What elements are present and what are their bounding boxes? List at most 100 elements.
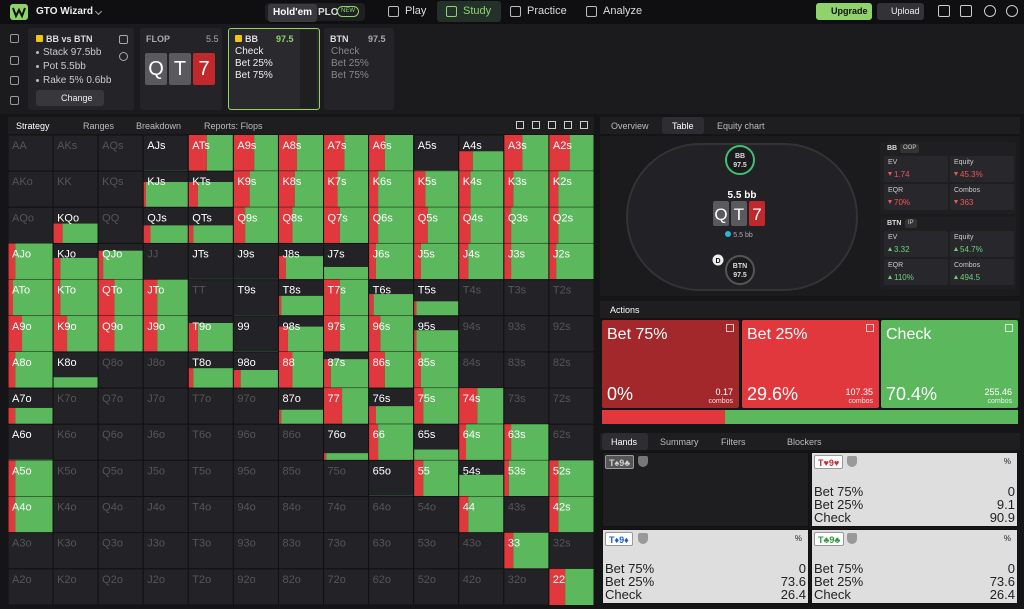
combo-pct: %: [794, 534, 802, 543]
nav-tab[interactable]: Analyze: [603, 5, 643, 17]
nav-tab[interactable]: Play: [405, 5, 427, 17]
nav-icon[interactable]: [1006, 5, 1018, 17]
bet-bar: [143, 225, 151, 244]
hand-label: J7s: [328, 248, 346, 260]
hand-label: 73o: [328, 538, 346, 550]
bet-bar: [98, 315, 115, 352]
check-bar: [558, 171, 594, 208]
tool-icon[interactable]: [548, 121, 556, 129]
nav-tab[interactable]: Study: [463, 5, 492, 17]
right-tab[interactable]: Overview: [611, 121, 649, 131]
bet-bar: [188, 368, 194, 389]
check-bar: [240, 370, 278, 389]
actions-label[interactable]: Actions: [610, 305, 640, 315]
hand-label: KJo: [57, 248, 76, 260]
hand-label: 74o: [328, 502, 346, 514]
right-tab[interactable]: Equity chart: [717, 121, 765, 131]
plo-tab[interactable]: PLO: [318, 7, 339, 18]
hand-label: 54s: [463, 465, 481, 477]
matrix-tab[interactable]: Ranges: [83, 121, 115, 131]
hand-label: AQo: [12, 212, 34, 224]
check-bar: [558, 460, 594, 497]
action-button[interactable]: [602, 320, 739, 408]
check-bar: [425, 171, 459, 208]
bet-bar: [369, 135, 385, 172]
tool-icon[interactable]: [516, 121, 524, 129]
combo-cell: [811, 529, 1018, 604]
action-button[interactable]: [742, 320, 879, 408]
shield-icon: [847, 533, 857, 544]
hand-label: KQs: [102, 176, 124, 188]
check-bar: [378, 424, 414, 461]
right-tabs-bar: [600, 117, 1020, 134]
hands-tab[interactable]: Filters: [721, 437, 746, 447]
holdem-tab[interactable]: Hold'em: [268, 4, 318, 22]
check-bar: [378, 207, 414, 244]
hand-label: ATs: [192, 140, 210, 152]
hand-label: J3o: [147, 538, 165, 550]
bet-bar: [98, 250, 104, 280]
edit-icon[interactable]: [119, 35, 128, 44]
matrix-tab[interactable]: Reports: Flops: [204, 121, 263, 131]
board-card: Q: [145, 53, 167, 85]
matrix-tab[interactable]: Breakdown: [136, 121, 182, 131]
player-card[interactable]: [324, 28, 394, 110]
hands-tab[interactable]: Summary: [660, 437, 699, 447]
bet-bar: [369, 406, 376, 425]
pot: 5.5 bb: [728, 190, 757, 201]
tool-icon[interactable]: [532, 121, 540, 129]
tool-icon[interactable]: [564, 121, 572, 129]
bet-bar: [369, 294, 374, 316]
matrix-cell: [277, 423, 325, 461]
tool-icon[interactable]: [580, 121, 588, 129]
nav-icon[interactable]: [984, 5, 996, 17]
matrix-cell: [368, 532, 415, 570]
stat-label: Combos: [954, 262, 981, 269]
stat-cell: [884, 259, 948, 285]
upgrade-button[interactable]: Upgrade: [816, 3, 872, 20]
stat-value: 494.5: [960, 273, 981, 282]
stat-value: 54.7%: [960, 245, 983, 254]
side-icon[interactable]: [10, 56, 19, 65]
hand-label: A7o: [12, 393, 32, 405]
right-tab[interactable]: Table: [672, 121, 694, 131]
stat-cell: [884, 231, 948, 257]
matrix-cell: [97, 459, 144, 498]
hand-label: Q4o: [102, 502, 123, 514]
bet-bar: [324, 388, 343, 425]
check-bar: [380, 315, 414, 352]
upload-button[interactable]: Upload: [877, 3, 924, 20]
nav-icon[interactable]: [938, 5, 950, 17]
flop-pot: 5.5: [206, 34, 219, 44]
info-icon[interactable]: [119, 52, 128, 61]
hands-tab[interactable]: Blockers: [787, 437, 822, 447]
player-action: Bet 75%: [331, 70, 369, 81]
check-bar: [339, 279, 369, 316]
nav-tab[interactable]: Practice: [527, 5, 567, 17]
bet-bar: [549, 568, 566, 605]
check-bar: [414, 449, 459, 461]
side-icon[interactable]: [10, 76, 19, 85]
action-button[interactable]: [881, 320, 1018, 408]
change-button[interactable]: Change: [36, 90, 104, 106]
side-icon[interactable]: [10, 96, 19, 105]
nav-icon[interactable]: [960, 5, 972, 17]
player-action: Bet 75%: [235, 70, 273, 81]
bullet: [36, 51, 39, 54]
logo-text: GTO Wizard: [36, 6, 93, 17]
matrix-tab[interactable]: Strategy: [16, 121, 50, 131]
matrix-cell: [97, 423, 144, 461]
stat-arrow: [888, 172, 892, 176]
check-bar: [342, 388, 369, 425]
spot-dot: [36, 35, 43, 42]
matrix-cell: [8, 170, 54, 208]
hand-label: Q9o: [102, 321, 123, 333]
check-bar: [287, 326, 324, 352]
hands-tab[interactable]: Hands: [611, 437, 638, 447]
hand-label: 62o: [373, 574, 391, 586]
hand-label: KK: [57, 176, 72, 188]
player-label: BB: [245, 34, 258, 44]
flop-label: FLOP: [146, 34, 170, 44]
side-icon[interactable]: [10, 34, 19, 43]
